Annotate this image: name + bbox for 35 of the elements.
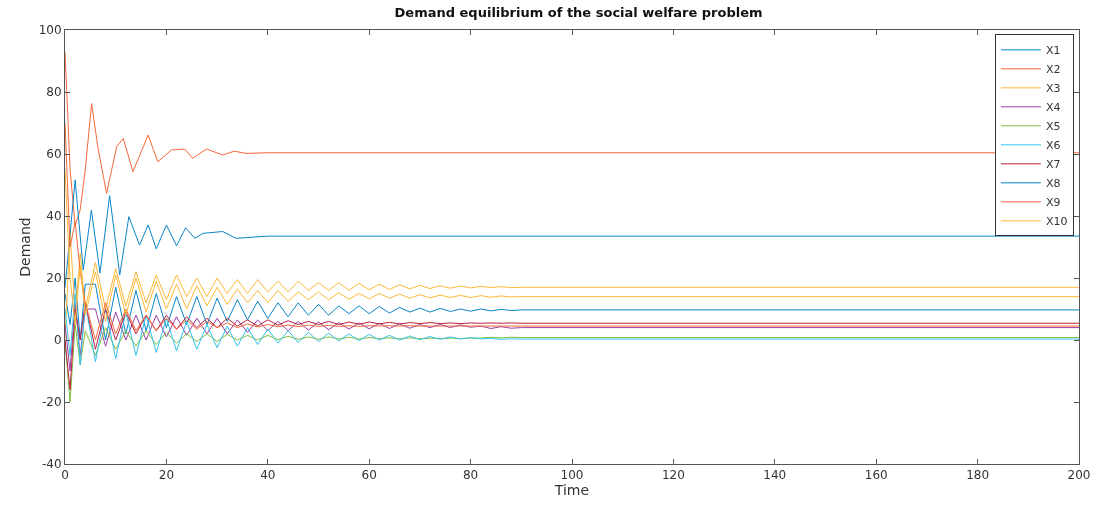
y-tick-label: 60 — [46, 147, 62, 162]
y-axis-title: Demand — [17, 217, 34, 277]
legend-label: X8 — [1045, 177, 1061, 191]
y-tick-label: 80 — [46, 85, 62, 100]
x-axis-title: Time — [553, 482, 590, 499]
x-tick-label: 100 — [560, 468, 584, 483]
legend-label: X5 — [1045, 120, 1061, 134]
x-tick-label: 40 — [260, 468, 276, 483]
y-tick-label: 0 — [53, 333, 62, 348]
y-tick-label: -40 — [41, 457, 62, 472]
x-tick-label: 200 — [1067, 468, 1091, 483]
legend-label: X7 — [1045, 158, 1061, 172]
legend-label: X9 — [1045, 196, 1061, 210]
x-tick-label: 20 — [158, 468, 175, 483]
legend-label: X3 — [1045, 82, 1061, 96]
x-tick-label: 60 — [361, 468, 377, 483]
line-series — [65, 293, 1079, 366]
legend-label: X1 — [1045, 44, 1061, 58]
y-tick-label: -20 — [41, 395, 62, 410]
y-tick-label: 40 — [46, 209, 62, 224]
legend-label: X6 — [1045, 139, 1061, 153]
x-tick-label: 80 — [462, 468, 479, 483]
chart-title: Demand equilibrium of the social welfare problem — [394, 4, 763, 20]
legend-label: X4 — [1045, 101, 1061, 115]
line-series — [65, 324, 1079, 403]
legend-label: X2 — [1045, 63, 1061, 77]
x-tick-label: 120 — [661, 468, 685, 483]
y-tick-label: 100 — [38, 23, 62, 38]
x-tick-label: 140 — [763, 468, 787, 483]
x-tick-label: 160 — [864, 468, 888, 483]
legend-label: X10 — [1045, 215, 1068, 229]
line-series — [65, 277, 1079, 341]
x-tick-label: 180 — [966, 468, 990, 483]
y-tick-label: 20 — [46, 271, 62, 286]
line-series — [65, 179, 1079, 289]
